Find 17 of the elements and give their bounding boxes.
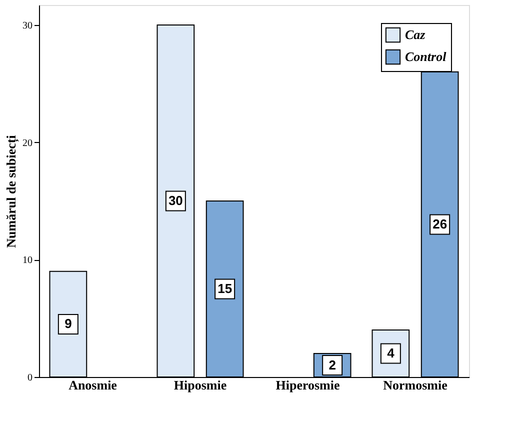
y-axis-title: Numărul de subiecți	[4, 134, 20, 248]
legend-label: Caz	[405, 27, 426, 42]
data-label: 9	[64, 316, 72, 332]
y-tick-label: 20	[22, 138, 32, 149]
x-tick-label: Hiperosmie	[276, 378, 340, 392]
data-label: 26	[432, 216, 448, 232]
legend-label: Control	[405, 49, 447, 64]
data-label: 30	[168, 192, 183, 208]
data-label: 2	[328, 357, 336, 372]
x-tick-label: Anosmie	[68, 378, 118, 392]
y-tick-label: 10	[22, 255, 32, 266]
y-tick-label: 0	[28, 372, 32, 384]
data-label: 4	[387, 346, 396, 361]
x-tick-label: Normosmie	[383, 378, 448, 392]
y-tick-label: 30	[22, 20, 32, 32]
x-tick-label: Hiposmie	[174, 378, 227, 392]
data-label: 15	[218, 280, 232, 296]
